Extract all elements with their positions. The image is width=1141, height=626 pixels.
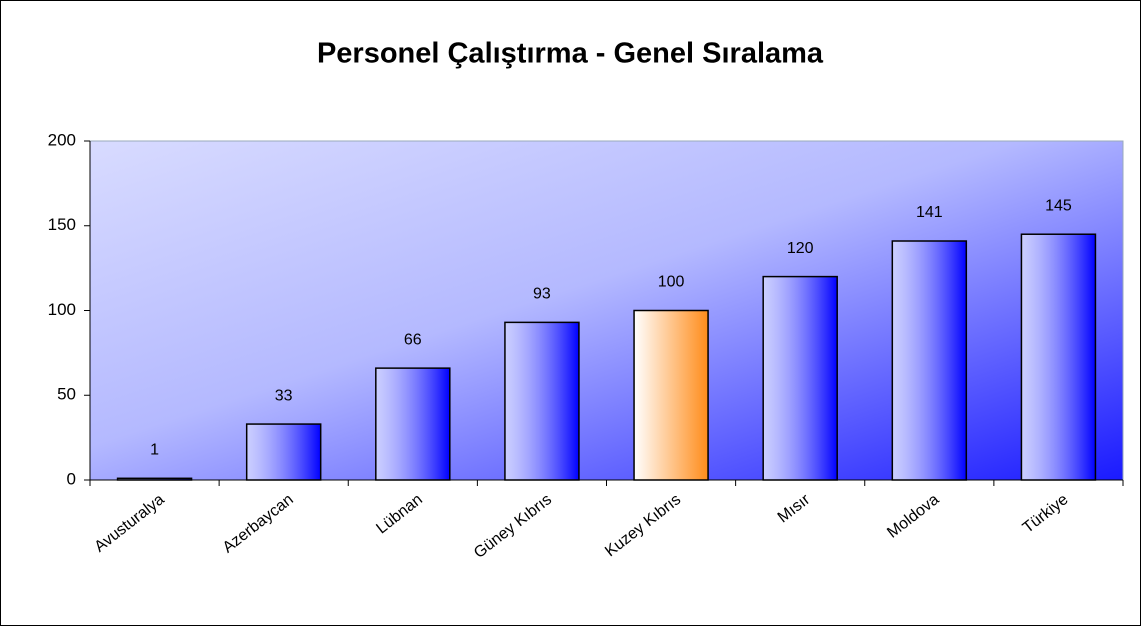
value-label: 66 — [404, 331, 422, 348]
y-tick-label: 150 — [48, 215, 76, 234]
bar — [375, 367, 451, 481]
bar — [1020, 233, 1097, 481]
bar — [504, 321, 580, 481]
value-label: 120 — [787, 240, 814, 257]
value-label: 100 — [658, 274, 685, 291]
bar — [762, 275, 838, 481]
y-tick-label: 200 — [48, 130, 76, 149]
value-label: 33 — [275, 387, 293, 404]
bar — [116, 477, 193, 481]
value-label: 141 — [916, 204, 943, 221]
y-tick-label: 50 — [57, 385, 76, 404]
y-tick-label: 100 — [48, 300, 76, 319]
chart-title: Personel Çalıştırma - Genel Sıralama — [317, 38, 824, 70]
value-label: 93 — [533, 286, 551, 303]
value-label: 1 — [150, 442, 159, 459]
bar — [633, 309, 709, 481]
y-tick-label: 0 — [67, 469, 76, 488]
bar — [245, 423, 322, 481]
plot-area — [89, 140, 1124, 481]
value-label: 145 — [1045, 197, 1072, 214]
bar — [891, 240, 968, 481]
